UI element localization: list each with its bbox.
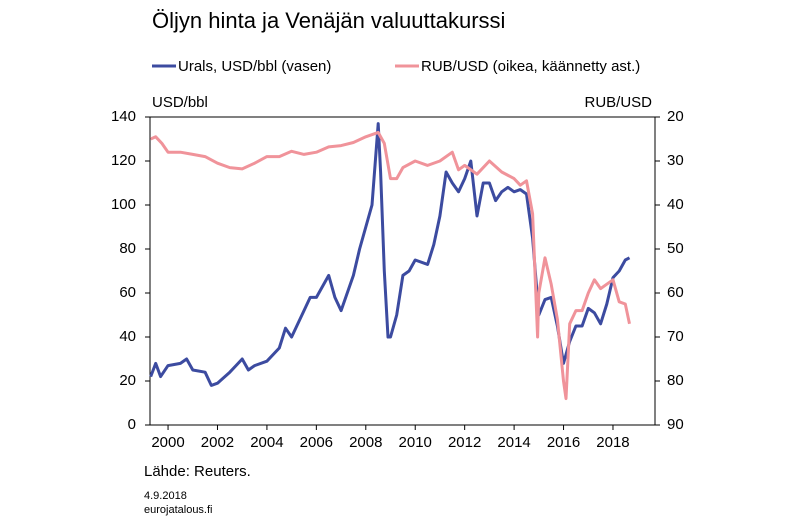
y2-tick-label: 20	[667, 108, 684, 125]
y2-tick-label: 60	[667, 284, 684, 301]
x-tick-label: 2010	[399, 434, 432, 451]
chart-title: Öljyn hinta ja Venäjän valuuttakurssi	[152, 8, 505, 33]
y-tick-label: 80	[119, 240, 136, 257]
y2-tick-label: 50	[667, 240, 684, 257]
y-tick-label: 100	[111, 196, 136, 213]
x-tick-label: 2004	[250, 434, 283, 451]
x-tick-label: 2016	[547, 434, 580, 451]
data-line	[150, 130, 631, 401]
y-tick-label: 120	[111, 152, 136, 169]
site: eurojatalous.fi	[144, 504, 213, 516]
legend-label: Urals, USD/bbl (vasen)	[178, 58, 331, 75]
source: Lähde: Reuters.	[144, 463, 251, 480]
x-tick-label: 2018	[596, 434, 629, 451]
y-axis-label: USD/bbl	[152, 94, 208, 111]
y-tick-label: 60	[119, 284, 136, 301]
y-tick-label: 140	[111, 108, 136, 125]
y2-tick-label: 80	[667, 372, 684, 389]
x-tick-label: 2008	[349, 434, 382, 451]
x-tick-label: 2000	[151, 434, 184, 451]
date: 4.9.2018	[144, 490, 187, 502]
plot-frame	[149, 116, 656, 426]
y2-axis-label: RUB/USD	[584, 94, 652, 111]
legend-label: RUB/USD (oikea, käännetty ast.)	[421, 58, 640, 75]
y2-tick-label: 70	[667, 328, 684, 345]
y2-tick-label: 40	[667, 196, 684, 213]
y2-tick-label: 30	[667, 152, 684, 169]
x-tick-label: 2002	[201, 434, 234, 451]
data-line	[149, 122, 631, 387]
y-tick-label: 40	[119, 328, 136, 345]
x-tick-label: 2012	[448, 434, 481, 451]
y-tick-label: 20	[119, 372, 136, 389]
x-tick-label: 2014	[497, 434, 530, 451]
y2-tick-label: 90	[667, 416, 684, 433]
y-tick-label: 0	[128, 416, 136, 433]
x-tick-label: 2006	[300, 434, 333, 451]
